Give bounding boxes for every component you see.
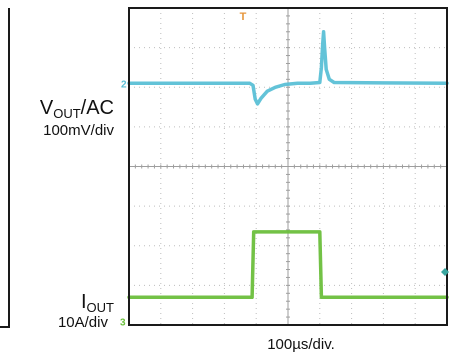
- right-diamond-marker: [441, 268, 449, 276]
- iout-subscript: OUT: [86, 300, 114, 315]
- vout-symbol: V: [39, 97, 54, 119]
- vout-subscript: OUT: [53, 106, 81, 121]
- ch2-marker: 2: [121, 79, 127, 90]
- left-plot-edge: [0, 8, 10, 328]
- ch3-marker: 3: [120, 317, 126, 328]
- trigger-marker: T: [240, 11, 247, 23]
- vout-trace: [127, 30, 449, 106]
- iout-scale-label: 10A/div: [57, 314, 108, 331]
- vout-scale-label: 100mV/div: [43, 122, 114, 139]
- time-scale-label: 100µs/div.: [267, 336, 335, 353]
- vout-label: VOUT/AC: [14, 97, 114, 121]
- iout-label: IOUT: [20, 291, 114, 315]
- plot-frame: [128, 7, 448, 326]
- vout-suffix: /AC: [80, 97, 114, 119]
- iout-trace: [127, 230, 449, 300]
- iout-symbol: I: [80, 291, 87, 313]
